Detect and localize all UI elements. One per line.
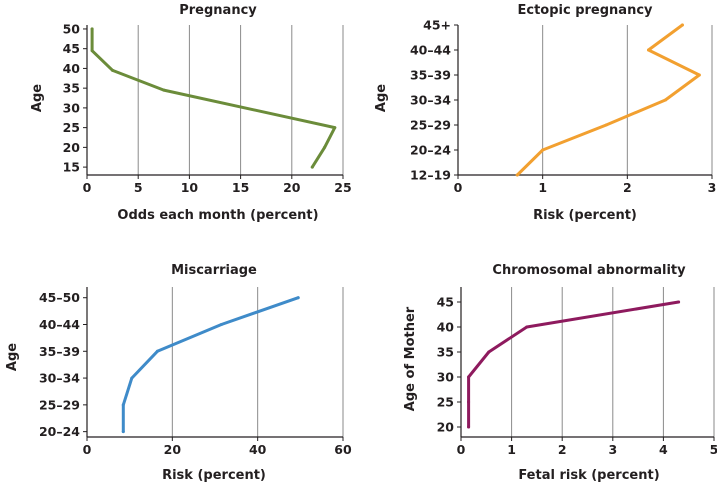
data-point [515,173,519,177]
y-tick-label: 40 [437,320,455,335]
y-axis-label: Age [374,84,389,112]
data-point [333,126,337,130]
y-tick-label: 40–44 [410,43,451,58]
data-point [130,376,134,380]
data-point [487,350,491,354]
chart-chromosomal-abnormality: Chromosomal abnormality Fetal risk (perc… [403,263,717,483]
x-tick-label: 5 [710,442,717,457]
y-axis-label: Age of Mother [403,306,418,411]
y-tick-label: 20–24 [39,424,80,439]
y-tick-label: 30–34 [410,93,451,108]
data-point [541,148,545,152]
data-point [296,296,300,300]
chart-miscarriage: Miscarriage Risk (percent) Age 0 20 40 60 20… [5,263,352,483]
y-tick-label: 50 [63,21,81,36]
series-line [515,23,701,177]
y-tick-label: 20 [63,140,81,155]
y-tick-label: 25–29 [39,397,80,412]
chart-pregnancy: Pregnancy Odds each month (percent) Age … [30,3,352,223]
chart-title: Ectopic pregnancy [517,3,653,18]
data-point [90,27,94,31]
y-tick-label: 45+ [423,18,451,33]
data-point [90,49,94,53]
series-line [121,296,300,434]
data-point [467,375,471,379]
data-point [162,88,166,92]
data-point [111,68,115,72]
y-tick-label: 40 [63,61,81,76]
data-point [467,425,471,429]
x-tick-label: 15 [232,180,249,195]
data-point [525,325,529,329]
y-tick-label: 35–39 [410,68,451,83]
x-axis-label: Fetal risk (percent) [518,468,659,483]
y-axis-label: Age [5,343,20,371]
y-tick-label: 20 [437,420,455,435]
y-tick-label: 35 [63,81,80,96]
x-tick-label: 2 [623,180,632,195]
x-axis-label: Odds each month (percent) [117,208,318,223]
chart-title: Pregnancy [179,3,257,18]
x-tick-label: 3 [608,442,617,457]
y-tick-label: 35–39 [39,344,80,359]
y-tick-label: 45 [437,295,454,310]
x-tick-label: 0 [454,180,463,195]
x-tick-label: 1 [507,442,516,457]
x-tick-label: 5 [134,180,143,195]
x-tick-label: 2 [558,442,567,457]
x-tick-label: 60 [334,442,352,457]
data-point [121,403,125,407]
data-point [647,48,650,52]
x-tick-label: 0 [83,442,92,457]
data-point [604,123,608,127]
data-point [323,145,327,149]
data-point [219,323,223,326]
y-tick-label: 15 [63,160,80,175]
x-tick-label: 25 [334,180,351,195]
x-tick-label: 20 [283,180,301,195]
data-point [155,349,159,353]
y-tick-label: 45 [63,41,80,56]
x-tick-label: 40 [249,442,267,457]
x-tick-label: 0 [83,180,92,195]
x-tick-label: 20 [164,442,182,457]
series-line [90,27,337,169]
y-tick-label: 20–24 [410,143,451,158]
y-tick-label: 12–19 [410,168,451,183]
y-tick-label: 25 [437,395,454,410]
data-point [680,23,684,27]
data-point [467,400,471,404]
data-point [677,300,681,304]
data-point [121,430,125,434]
chart-title: Miscarriage [171,263,257,278]
y-tick-label: 25 [63,120,80,135]
x-axis-label: Risk (percent) [162,468,266,483]
x-tick-label: 10 [181,180,199,195]
series-line [467,300,681,429]
x-axis-label: Risk (percent) [533,208,637,223]
y-tick-label: 45–50 [39,290,80,305]
y-tick-label: 25–29 [410,118,451,133]
y-tick-label: 30 [63,100,81,115]
x-tick-label: 1 [538,180,547,195]
x-tick-label: 0 [457,442,466,457]
y-tick-label: 30–34 [39,371,80,386]
chart-title: Chromosomal abnormality [492,263,686,278]
data-point [663,98,667,102]
x-tick-label: 4 [659,442,668,457]
y-tick-label: 30 [437,370,455,385]
y-axis-label: Age [30,84,45,112]
x-tick-label: 3 [708,180,717,195]
y-tick-label: 40–44 [39,317,80,332]
data-point [697,73,701,77]
y-tick-label: 35 [437,345,454,360]
data-point [310,165,314,169]
